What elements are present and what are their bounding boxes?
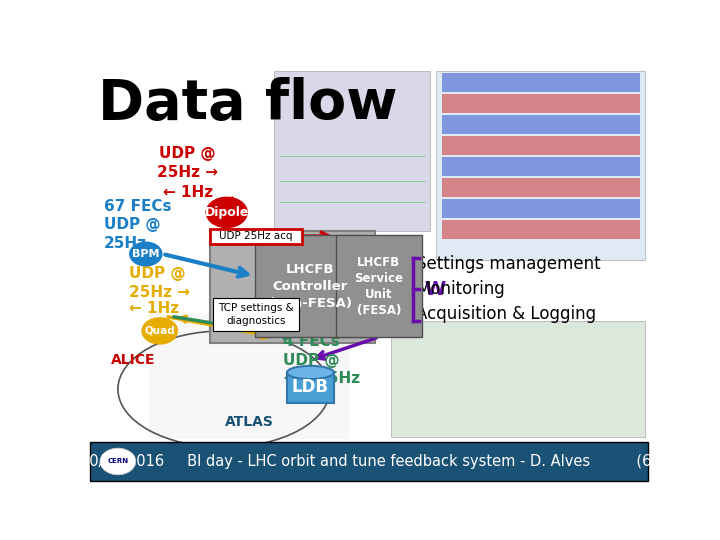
Text: LDB: LDB	[292, 378, 329, 396]
FancyBboxPatch shape	[441, 94, 639, 113]
FancyBboxPatch shape	[441, 136, 639, 155]
FancyBboxPatch shape	[441, 115, 639, 134]
FancyBboxPatch shape	[210, 231, 374, 343]
FancyBboxPatch shape	[213, 298, 300, 331]
FancyBboxPatch shape	[441, 199, 639, 218]
Text: Data flow: Data flow	[99, 77, 398, 131]
Circle shape	[205, 197, 248, 228]
Text: Acquisition & Logging: Acquisition & Logging	[416, 305, 597, 323]
Circle shape	[141, 317, 178, 345]
FancyBboxPatch shape	[436, 71, 645, 260]
Text: 10/03/2016     BI day - LHC orbit and tune feedback system - D. Alves          (: 10/03/2016 BI day - LHC orbit and tune f…	[81, 454, 657, 469]
FancyBboxPatch shape	[336, 235, 422, 337]
Circle shape	[100, 448, 136, 475]
FancyBboxPatch shape	[90, 442, 648, 481]
Text: UDP @
25Hz →
← 1Hz: UDP @ 25Hz → ← 1Hz	[157, 146, 218, 200]
Text: UDP @
25Hz →: UDP @ 25Hz →	[129, 266, 190, 300]
Text: 4 FECs
UDP @
< 12.5Hz: 4 FECs UDP @ < 12.5Hz	[282, 334, 359, 386]
FancyBboxPatch shape	[441, 73, 639, 92]
Text: CERN: CERN	[107, 458, 128, 464]
Text: CMW: CMW	[392, 280, 446, 299]
Text: 67 FECs
UDP @
25Hz: 67 FECs UDP @ 25Hz	[104, 199, 171, 251]
Text: LHCFB
Service
Unit
(FESA): LHCFB Service Unit (FESA)	[354, 256, 403, 317]
Text: Settings management: Settings management	[416, 255, 601, 273]
Text: UDP 25Hz acq: UDP 25Hz acq	[220, 231, 293, 241]
Text: Monitoring: Monitoring	[416, 280, 505, 298]
FancyBboxPatch shape	[148, 314, 349, 439]
Text: Dipole: Dipole	[204, 206, 249, 219]
FancyBboxPatch shape	[274, 71, 431, 231]
FancyBboxPatch shape	[441, 157, 639, 176]
FancyBboxPatch shape	[287, 372, 334, 403]
Text: ← 1Hz: ← 1Hz	[129, 301, 179, 315]
Ellipse shape	[287, 366, 334, 379]
FancyBboxPatch shape	[441, 178, 639, 197]
Text: TCP settings &
diagnostics: TCP settings & diagnostics	[218, 303, 294, 326]
Text: ALICE: ALICE	[111, 353, 156, 367]
Text: ATLAS: ATLAS	[225, 415, 274, 429]
Text: Quad: Quad	[145, 326, 175, 336]
FancyBboxPatch shape	[210, 229, 302, 244]
FancyBboxPatch shape	[441, 220, 639, 239]
FancyBboxPatch shape	[255, 235, 366, 337]
Circle shape	[129, 241, 163, 266]
FancyBboxPatch shape	[392, 321, 645, 437]
Text: BPM: BPM	[132, 249, 160, 259]
Text: LHCFB
Controller
(non-FESA): LHCFB Controller (non-FESA)	[269, 263, 352, 310]
